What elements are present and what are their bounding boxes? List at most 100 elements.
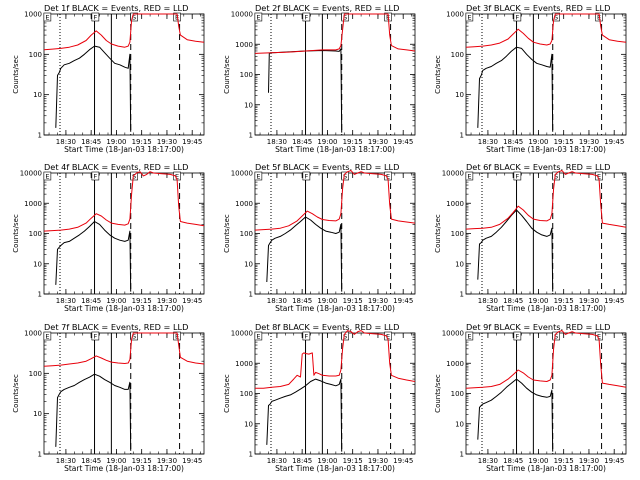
y-tick-label: 1 [460, 451, 464, 459]
y-axis-title: Counts/sec [12, 55, 20, 94]
y-tick-label: 1 [38, 451, 42, 459]
y-tick-label: 1000 [235, 200, 253, 208]
top-marker-label: F [93, 333, 97, 341]
top-marker-box [130, 171, 138, 181]
top-marker-box [465, 171, 474, 181]
top-marker-label: E [467, 14, 471, 22]
top-marker-label: S [343, 173, 347, 181]
top-marker-box [302, 331, 311, 341]
y-tick-label: 100 [240, 390, 253, 398]
top-marker-box [43, 331, 52, 341]
x-tick-label: 19:00 [528, 138, 548, 146]
series-line-events [55, 45, 132, 132]
x-tick-label: 19:15 [132, 457, 152, 465]
y-axis-title: Counts/sec [223, 55, 231, 94]
top-marker-box [91, 171, 100, 181]
series-line-lld [43, 13, 205, 51]
y-tick-label: 1 [38, 291, 42, 299]
x-tick-label: 18:30 [478, 297, 498, 305]
y-tick-label: 10 [244, 260, 253, 268]
top-marker-label: F [515, 173, 519, 181]
x-tick-label: 19:30 [368, 138, 388, 146]
top-marker-label: S [554, 333, 558, 341]
top-marker-box [513, 331, 522, 341]
top-marker-label: S [554, 14, 558, 22]
y-tick-label: 10 [455, 91, 464, 99]
x-tick-label: 19:00 [317, 138, 337, 146]
panel-det-5: Det 5f BLACK = Events, RED = LLD 1 10 100 10… [223, 162, 416, 313]
x-tick-label: 18:45 [81, 297, 101, 305]
top-marker-label: E [597, 173, 601, 181]
panel-title: Det 6f BLACK = Events, RED = LLD [466, 162, 610, 172]
top-marker-label: S [132, 14, 136, 22]
top-marker-label: F [93, 173, 97, 181]
x-tick-label: 18:45 [292, 297, 312, 305]
top-marker-box [552, 12, 560, 22]
plot-frame [43, 13, 205, 136]
top-marker-box [341, 331, 349, 341]
y-axis-title: Counts/sec [12, 214, 20, 253]
y-tick-label: 100 [240, 71, 253, 79]
x-axis-title: Start Time (18-Jan-03 18:17:00) [275, 145, 395, 154]
x-tick-label: 18:45 [292, 138, 312, 146]
x-axis-title: Start Time (18-Jan-03 18:17:00) [275, 304, 395, 313]
panel-title: Det 3f BLACK = Events, RED = LLD [466, 3, 610, 13]
top-marker-label: S [132, 333, 136, 341]
x-tick-label: 19:45 [393, 297, 413, 305]
series-line-events [55, 221, 132, 292]
series-line-lld [255, 330, 416, 389]
x-tick-label: 19:15 [343, 297, 363, 305]
y-tick-label: 1 [249, 291, 253, 299]
x-axis-title: Start Time (18-Jan-03 18:17:00) [486, 304, 606, 313]
y-tick-label: 100 [240, 230, 253, 238]
top-marker-label: E [175, 14, 179, 22]
top-marker-label: E [467, 173, 471, 181]
top-marker-label: S [343, 333, 347, 341]
x-tick-label: 18:45 [81, 138, 101, 146]
x-tick-label: 19:45 [182, 138, 202, 146]
series-line-lld [254, 13, 416, 54]
top-marker-label: S [554, 173, 558, 181]
panel-title: Det 1f BLACK = Events, RED = LLD [44, 3, 188, 13]
x-tick-label: 19:00 [317, 297, 337, 305]
series-line-lld [43, 332, 205, 367]
panel-title: Det 4f BLACK = Events, RED = LLD [44, 162, 188, 172]
top-marker-box [341, 12, 349, 22]
top-marker-box [513, 171, 522, 181]
x-tick-label: 19:45 [393, 138, 413, 146]
x-axis-title: Start Time (18-Jan-03 18:17:00) [64, 304, 184, 313]
panel-title: Det 9f BLACK = Events, RED = LLD [466, 322, 610, 332]
y-axis-title: Counts/sec [223, 374, 231, 413]
y-axis-title: Counts/sec [434, 55, 442, 94]
top-marker-label: E [175, 333, 179, 341]
top-marker-box [302, 12, 311, 22]
x-tick-label: 18:30 [56, 138, 76, 146]
y-tick-label: 10 [33, 260, 42, 268]
y-tick-label: 10000 [231, 11, 253, 19]
top-marker-box [254, 331, 263, 341]
series-line-events [55, 373, 132, 451]
panel-det-8: Det 8f BLACK = Events, RED = LLD 1 10 100 10… [223, 322, 416, 473]
x-tick-label: 19:15 [132, 138, 152, 146]
y-tick-label: 10 [33, 410, 42, 418]
top-marker-label: E [45, 173, 49, 181]
top-marker-label: F [304, 333, 308, 341]
y-tick-label: 1 [249, 451, 253, 459]
x-axis-title: Start Time (18-Jan-03 18:17:00) [486, 464, 606, 473]
panel-det-7: Det 7f BLACK = Events, RED = LLD 1 10 100 10… [12, 322, 205, 473]
top-marker-label: E [256, 173, 260, 181]
top-marker-label: E [45, 14, 49, 22]
y-tick-label: 1000 [235, 360, 253, 368]
panel-det-3: Det 3f BLACK = Events, RED = LLD 1 10 100 10… [434, 3, 627, 154]
y-tick-label: 1 [249, 132, 253, 140]
y-tick-label: 100 [29, 370, 42, 378]
top-marker-box [302, 171, 311, 181]
y-tick-label: 100 [451, 51, 464, 59]
x-tick-label: 19:00 [528, 457, 548, 465]
y-tick-label: 10 [455, 260, 464, 268]
panel-det-2: Det 2f BLACK = Events, RED = LLD 1 10 100 10… [223, 3, 416, 154]
top-marker-box [465, 12, 474, 22]
y-tick-label: 1 [38, 132, 42, 140]
y-tick-label: 10000 [231, 330, 253, 338]
y-tick-label: 100 [29, 51, 42, 59]
